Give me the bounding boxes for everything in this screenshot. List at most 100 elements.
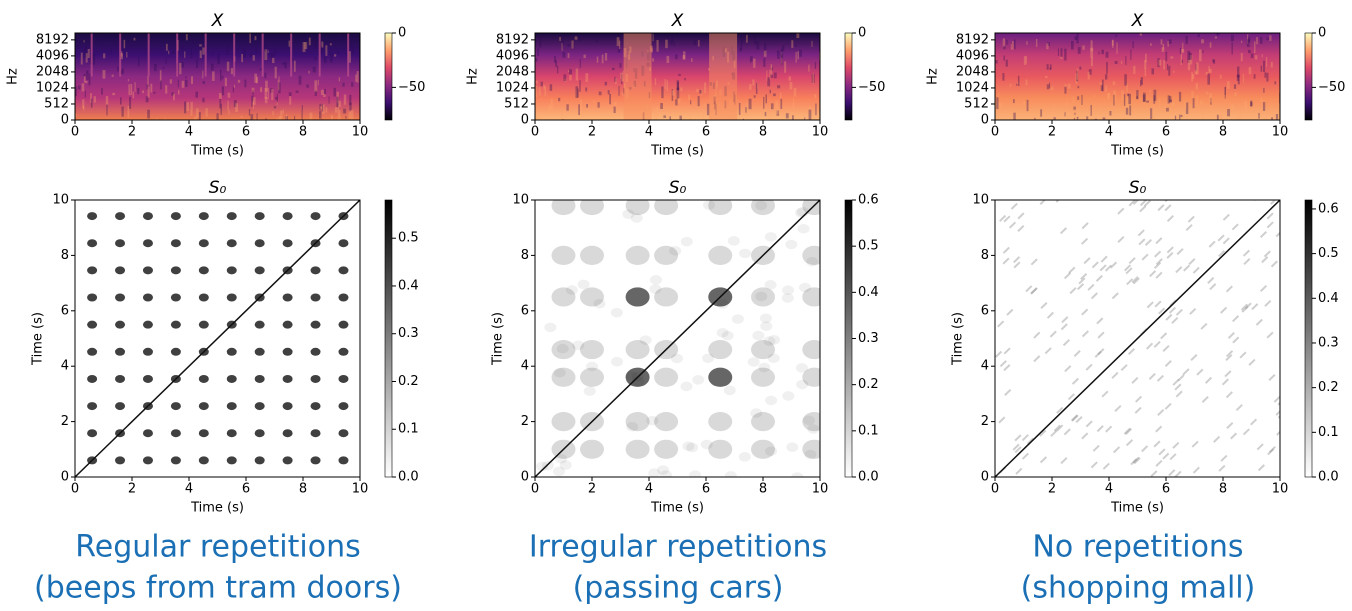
- heatmap-streak: [1111, 292, 1119, 300]
- heatmap-blob: [282, 293, 293, 302]
- spectrogram-texture: [1109, 110, 1112, 116]
- heatmap-blob: [115, 239, 126, 248]
- heatmap-blob: [586, 361, 599, 372]
- spectrogram-texture: [276, 93, 278, 103]
- y-tick-label: 0: [521, 113, 529, 128]
- spectrogram-texture: [265, 80, 268, 92]
- heatmap-blob: [170, 293, 181, 302]
- heatmap-blob: [768, 334, 781, 345]
- spectrogram-texture: [792, 98, 795, 110]
- spectrogram-texture: [1163, 60, 1165, 70]
- spectrogram-texture: [237, 79, 241, 83]
- heatmap-blob: [755, 291, 768, 302]
- heatmap-streak: [1256, 443, 1264, 451]
- spectrogram-texture: [1167, 63, 1169, 71]
- y-tick-label: 2048: [496, 64, 529, 79]
- spectrogram-texture: [1165, 107, 1169, 112]
- x-tick-label: 8: [1219, 482, 1227, 497]
- x-tick-label: 4: [645, 125, 653, 140]
- heatmap-streak: [1060, 323, 1068, 331]
- spectrogram-texture: [535, 80, 538, 84]
- heatmap-streak: [1143, 200, 1152, 207]
- spectrogram-texture: [1170, 110, 1174, 115]
- spectrogram-texture: [1165, 51, 1168, 62]
- spectrogram-texture: [613, 106, 616, 114]
- heatmap-streak: [1224, 370, 1232, 378]
- spectrogram-texture: [696, 88, 699, 93]
- spectrogram-texture: [293, 60, 296, 72]
- heatmap-blob: [764, 232, 777, 242]
- spectrogram-texture: [252, 90, 254, 102]
- heatmap-streak: [1002, 246, 1010, 254]
- spectrogram-texture: [185, 76, 187, 79]
- spectrogram-texture: [84, 48, 87, 58]
- spectrogram-texture: [1023, 56, 1027, 66]
- heatmap-streak: [1111, 371, 1119, 379]
- spectrogram-texture: [604, 81, 608, 86]
- colorbar: [844, 199, 853, 478]
- y-tick-label: 2: [521, 414, 529, 429]
- spectrogram-texture: [1060, 48, 1063, 58]
- spectrogram-texture: [1250, 100, 1253, 107]
- spectrogram-texture: [165, 43, 168, 51]
- spectrogram-texture: [317, 79, 319, 86]
- heatmap-streak: [1165, 313, 1173, 321]
- colorbar-tick-label: 0.0: [398, 470, 419, 485]
- spectrogram-texture: [1240, 52, 1243, 62]
- heatmap-streak: [1125, 439, 1134, 447]
- heatmap-blob: [553, 367, 566, 378]
- caption: No repetitions: [1032, 530, 1243, 565]
- spectrogram-texture: [1179, 47, 1182, 55]
- spectrogram-texture: [100, 38, 103, 42]
- heatmap-blob: [198, 320, 209, 329]
- heatmap-streak: [1081, 330, 1089, 338]
- spectrogram-texture: [264, 49, 268, 61]
- heatmap-streak: [1002, 257, 1010, 265]
- spectrogram-texture: [190, 76, 193, 84]
- heatmap-streak: [1277, 414, 1280, 419]
- spectrogram-texture: [1244, 100, 1248, 109]
- heatmap-streak: [1095, 274, 1103, 282]
- heatmap-streak: [1250, 418, 1258, 426]
- plot-frame: [74, 32, 361, 121]
- x-tick-label: 8: [299, 125, 307, 140]
- spectrogram-texture: [1035, 38, 1038, 47]
- spectrogram-texture: [1075, 73, 1078, 84]
- x-tick-label: 0: [71, 125, 79, 140]
- spectrogram-texture: [763, 50, 767, 57]
- heatmap-blob: [622, 209, 635, 219]
- spectrogram-texture: [1130, 49, 1132, 60]
- plot-image: [75, 200, 360, 477]
- spectrogram-texture: [597, 102, 600, 108]
- spectrogram-texture: [264, 97, 268, 104]
- heatmap-streak: [1166, 246, 1174, 254]
- heatmap-blob: [580, 367, 604, 387]
- heatmap-blob: [254, 347, 265, 356]
- spectrogram-texture: [83, 40, 85, 43]
- spectrogram-texture: [1201, 111, 1204, 118]
- spectrogram-texture: [1012, 41, 1014, 50]
- spectrogram-texture: [666, 80, 669, 91]
- spectrogram-texture: [147, 109, 150, 119]
- x-tick-label: 8: [759, 482, 767, 497]
- x-axis-label: Time (s): [1110, 144, 1164, 159]
- heatmap-streak: [1099, 264, 1107, 272]
- heatmap-streak: [1155, 271, 1163, 279]
- spectrogram-texture: [1264, 72, 1267, 78]
- heatmap-blob: [738, 452, 751, 462]
- heatmap-streak: [1267, 448, 1275, 456]
- spectrogram-texture: [781, 45, 785, 51]
- spectrogram-texture: [752, 79, 755, 86]
- spectrogram-texture: [769, 69, 771, 80]
- heatmap-blob: [751, 439, 775, 459]
- spectrogram-texture: [684, 77, 686, 81]
- spectrogram-texture: [272, 111, 274, 116]
- heatmap-blob: [115, 402, 126, 411]
- spectrogram-texture: [233, 84, 235, 89]
- heatmap-streak: [1153, 340, 1161, 348]
- heatmap-streak: [1164, 204, 1172, 212]
- spectrogram-texture: [612, 67, 615, 71]
- spectrogram-texture: [768, 112, 770, 120]
- spectrogram-texture: [1248, 67, 1252, 75]
- y-tick-label: 1024: [36, 80, 69, 95]
